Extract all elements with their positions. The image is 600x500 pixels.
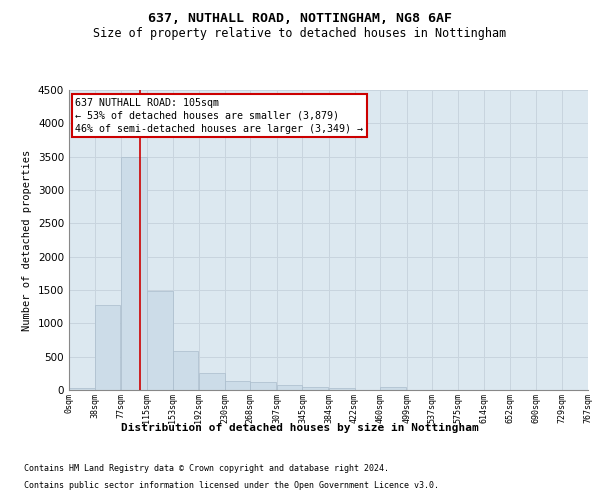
Y-axis label: Number of detached properties: Number of detached properties bbox=[22, 150, 32, 330]
Bar bbox=[69, 388, 95, 390]
Bar bbox=[147, 292, 173, 390]
Bar bbox=[199, 373, 224, 390]
Text: 637, NUTHALL ROAD, NOTTINGHAM, NG8 6AF: 637, NUTHALL ROAD, NOTTINGHAM, NG8 6AF bbox=[148, 12, 452, 26]
Text: Contains public sector information licensed under the Open Government Licence v3: Contains public sector information licen… bbox=[24, 481, 439, 490]
Bar bbox=[277, 386, 302, 390]
Text: Size of property relative to detached houses in Nottingham: Size of property relative to detached ho… bbox=[94, 28, 506, 40]
Bar bbox=[250, 382, 276, 390]
Bar bbox=[121, 156, 147, 390]
Bar bbox=[329, 388, 355, 390]
Bar bbox=[302, 387, 328, 390]
Bar bbox=[380, 387, 406, 390]
Text: Contains HM Land Registry data © Crown copyright and database right 2024.: Contains HM Land Registry data © Crown c… bbox=[24, 464, 389, 473]
Bar bbox=[95, 306, 121, 390]
Bar bbox=[173, 352, 198, 390]
Bar bbox=[224, 382, 250, 390]
Text: 637 NUTHALL ROAD: 105sqm
← 53% of detached houses are smaller (3,879)
46% of sem: 637 NUTHALL ROAD: 105sqm ← 53% of detach… bbox=[75, 98, 363, 134]
Text: Distribution of detached houses by size in Nottingham: Distribution of detached houses by size … bbox=[121, 422, 479, 432]
